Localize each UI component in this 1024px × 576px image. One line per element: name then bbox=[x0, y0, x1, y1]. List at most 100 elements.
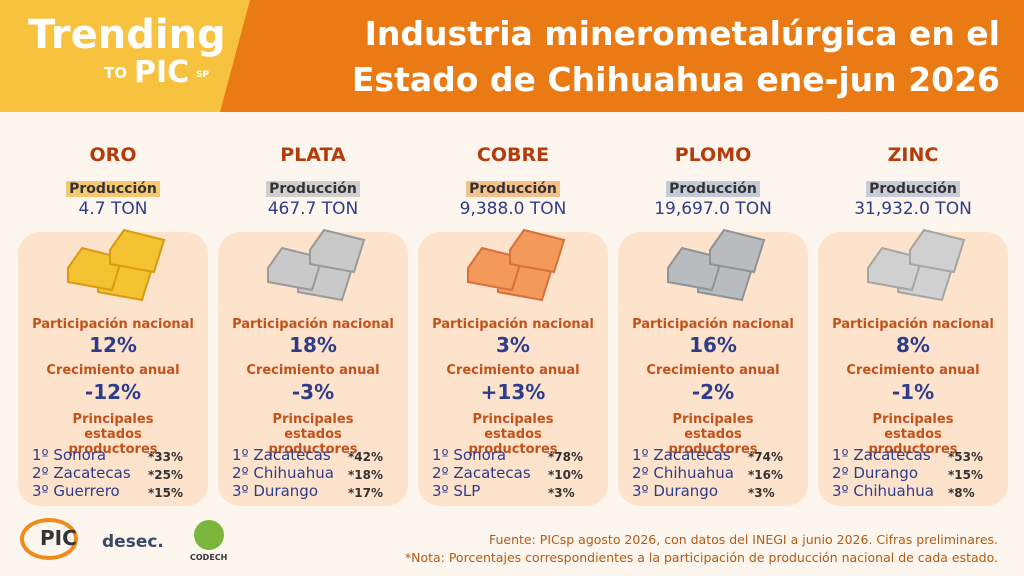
ingot-illustration bbox=[467, 228, 566, 302]
metal-name: PLATA bbox=[280, 144, 346, 166]
ingot bbox=[909, 228, 966, 274]
participation-value: 3% bbox=[496, 333, 530, 357]
ingot bbox=[109, 228, 166, 274]
participation-label: Participación nacional bbox=[832, 317, 994, 332]
brand-to: TO bbox=[104, 64, 127, 82]
growth-value: -2% bbox=[691, 380, 735, 404]
metal-name: ORO bbox=[89, 144, 137, 166]
growth-label: Crecimiento anual bbox=[46, 363, 180, 378]
production-value: 467.7 TON bbox=[267, 199, 359, 219]
logo-pic-ring bbox=[20, 518, 78, 560]
participation-value: 12% bbox=[89, 333, 137, 357]
state-share: *8% bbox=[948, 486, 975, 500]
state-share: *3% bbox=[748, 486, 775, 500]
growth-label: Crecimiento anual bbox=[846, 363, 980, 378]
participation-value: 16% bbox=[689, 333, 737, 357]
production-value: 9,388.0 TON bbox=[459, 199, 567, 219]
participation-label: Participación nacional bbox=[432, 317, 594, 332]
ingot bbox=[509, 228, 566, 274]
state-name: 3º Guerrero bbox=[32, 482, 120, 500]
state-share: *25% bbox=[148, 468, 183, 482]
growth-label: Crecimiento anual bbox=[446, 363, 580, 378]
brand-sp: SP bbox=[196, 70, 210, 80]
ingot-illustration bbox=[267, 228, 366, 302]
production-value: 31,932.0 TON bbox=[854, 199, 972, 219]
state-name: 2º Zacatecas bbox=[432, 464, 531, 482]
production-label: Producción bbox=[466, 181, 560, 197]
ingot bbox=[467, 246, 524, 292]
state-share: *16% bbox=[748, 468, 783, 482]
growth-value: -3% bbox=[291, 380, 335, 404]
brand-box bbox=[0, 0, 250, 112]
growth-label: Crecimiento anual bbox=[646, 363, 780, 378]
logo-codech: CODECH bbox=[190, 553, 228, 562]
ingot bbox=[309, 228, 366, 274]
ingot-illustration bbox=[667, 228, 766, 302]
state-share: *74% bbox=[748, 450, 783, 464]
state-name: 1º Sonora bbox=[32, 446, 107, 464]
state-share: *42% bbox=[348, 450, 383, 464]
title-line: Estado de Chihuahua ene-jun 2026 bbox=[351, 60, 1000, 99]
state-share: *3% bbox=[548, 486, 575, 500]
ingot bbox=[867, 246, 924, 292]
growth-value: +13% bbox=[480, 380, 546, 404]
state-share: *53% bbox=[948, 450, 983, 464]
state-name: 1º Zacatecas bbox=[232, 446, 331, 464]
production-label-wrap: Producción bbox=[618, 178, 808, 197]
production-value: 4.7 TON bbox=[78, 199, 148, 219]
state-name: 1º Sonora bbox=[432, 446, 507, 464]
production-label-wrap: Producción bbox=[18, 178, 208, 197]
state-name: 1º Zacatecas bbox=[832, 446, 931, 464]
participation-label: Participación nacional bbox=[632, 317, 794, 332]
state-name: 3º SLP bbox=[432, 482, 481, 500]
growth-label: Crecimiento anual bbox=[246, 363, 380, 378]
state-share: *15% bbox=[148, 486, 183, 500]
production-label-wrap: Producción bbox=[818, 178, 1008, 197]
production-label: Producción bbox=[66, 181, 160, 197]
state-share: *10% bbox=[548, 468, 583, 482]
title-line: Industria minerometalúrgica en el bbox=[364, 14, 1000, 53]
state-name: 2º Zacatecas bbox=[32, 464, 131, 482]
production-label: Producción bbox=[266, 181, 360, 197]
ingot-illustration bbox=[67, 228, 166, 302]
production-label: Producción bbox=[666, 181, 760, 197]
ingot bbox=[667, 246, 724, 292]
states-label: Principales estados productores bbox=[668, 412, 758, 457]
state-name: 2º Chihuahua bbox=[232, 464, 334, 482]
metal-name: COBRE bbox=[476, 144, 550, 166]
ingot bbox=[709, 228, 766, 274]
ingot bbox=[67, 246, 124, 292]
participation-label: Participación nacional bbox=[32, 317, 194, 332]
participation-label: Participación nacional bbox=[232, 317, 394, 332]
production-label-wrap: Producción bbox=[218, 178, 408, 197]
participation-value: 8% bbox=[896, 333, 930, 357]
states-label: Principales estados productores bbox=[868, 412, 958, 457]
states-label: Principales estados productores bbox=[268, 412, 358, 457]
logo-codech-icon bbox=[194, 520, 224, 550]
source: Fuente: PICsp agosto 2026, con datos del… bbox=[488, 532, 998, 547]
ingot bbox=[267, 246, 324, 292]
logo-desec: desec. bbox=[102, 532, 164, 552]
state-name: 3º Durango bbox=[632, 482, 719, 500]
participation-value: 18% bbox=[289, 333, 337, 357]
state-name: 3º Durango bbox=[232, 482, 319, 500]
metal-name: ZINC bbox=[887, 144, 939, 166]
metal-name: PLOMO bbox=[674, 144, 752, 166]
state-share: *15% bbox=[948, 468, 983, 482]
state-share: *18% bbox=[348, 468, 383, 482]
state-name: 2º Chihuahua bbox=[632, 464, 734, 482]
state-share: *17% bbox=[348, 486, 383, 500]
production-label: Producción bbox=[866, 181, 960, 197]
state-name: 3º Chihuahua bbox=[832, 482, 934, 500]
growth-value: -12% bbox=[84, 380, 142, 404]
production-label-wrap: Producción bbox=[418, 178, 608, 197]
note: *Nota: Porcentajes correspondientes a la… bbox=[404, 550, 998, 565]
brand-pic: PIC bbox=[134, 55, 190, 90]
production-value: 19,697.0 TON bbox=[654, 199, 772, 219]
state-share: *78% bbox=[548, 450, 583, 464]
logo-pic: PIC bbox=[40, 526, 77, 550]
state-name: 1º Zacatecas bbox=[632, 446, 731, 464]
state-name: 2º Durango bbox=[832, 464, 919, 482]
states-label: Principales estados productores bbox=[468, 412, 558, 457]
